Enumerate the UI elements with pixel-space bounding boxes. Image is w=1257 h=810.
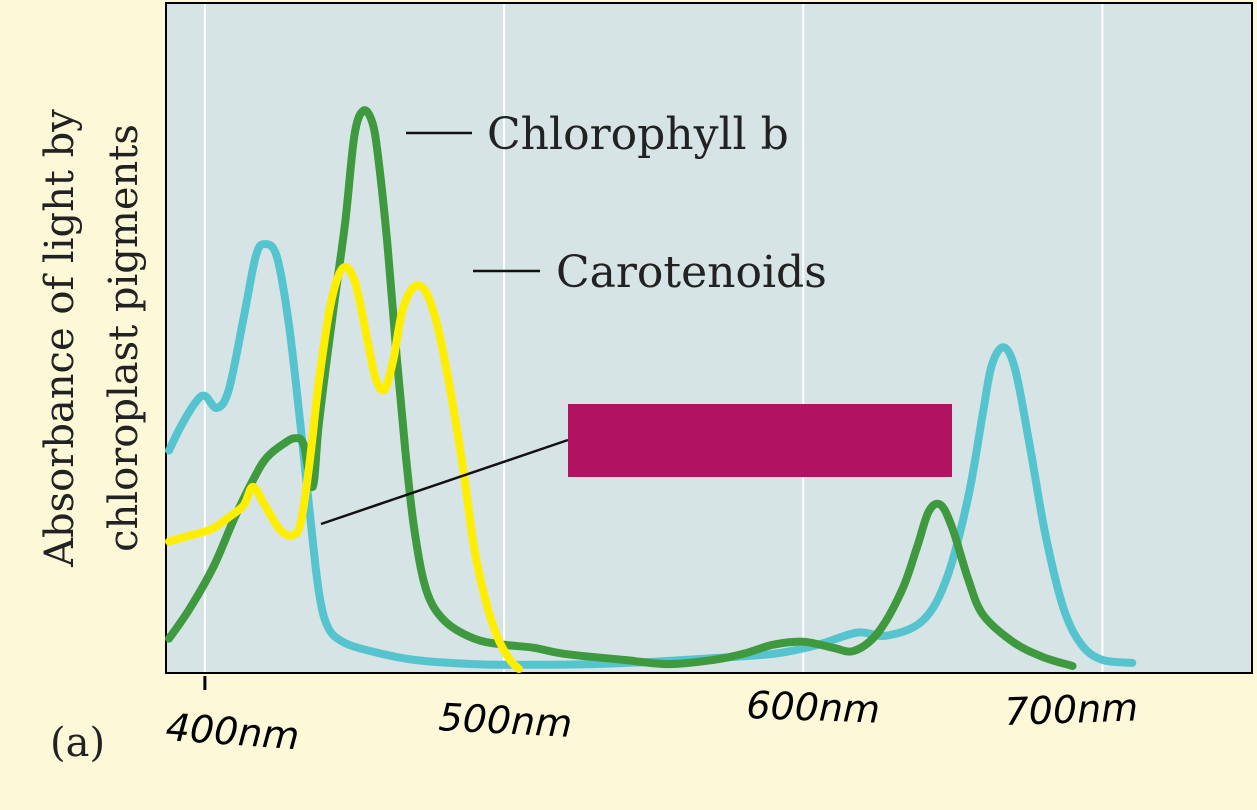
series-layer	[165, 106, 1137, 673]
x-tick-label-400: 400nm	[164, 705, 300, 758]
plot-frame	[165, 2, 1253, 674]
x-tick-label-500: 500nm	[438, 695, 574, 746]
y-axis-label-line-2: chloroplast pigments	[101, 124, 147, 552]
plot-area	[166, 3, 1252, 673]
x-tick-label-600: 600nm	[746, 683, 881, 732]
series-line-chlorophyll-b	[165, 106, 1077, 670]
y-axis-label-line-1: Absorbance of light by	[37, 109, 83, 568]
carotenoids-label: Carotenoids	[556, 247, 827, 298]
chlorophyll-b-label: Chlorophyll b	[487, 109, 789, 160]
x-tick-label-700: 700nm	[1004, 685, 1139, 734]
redacted-label-box	[568, 404, 952, 477]
panel-label: (a)	[50, 720, 105, 766]
vertical-gridlines	[203, 4, 1104, 672]
series-line-carotenoids	[165, 263, 523, 673]
hidden-label-leader-line	[320, 438, 569, 526]
x-axis-ticks: 400nm 500nm 600nm 700nm	[164, 676, 1139, 758]
series-line-chlorophyll-a	[165, 240, 1137, 669]
